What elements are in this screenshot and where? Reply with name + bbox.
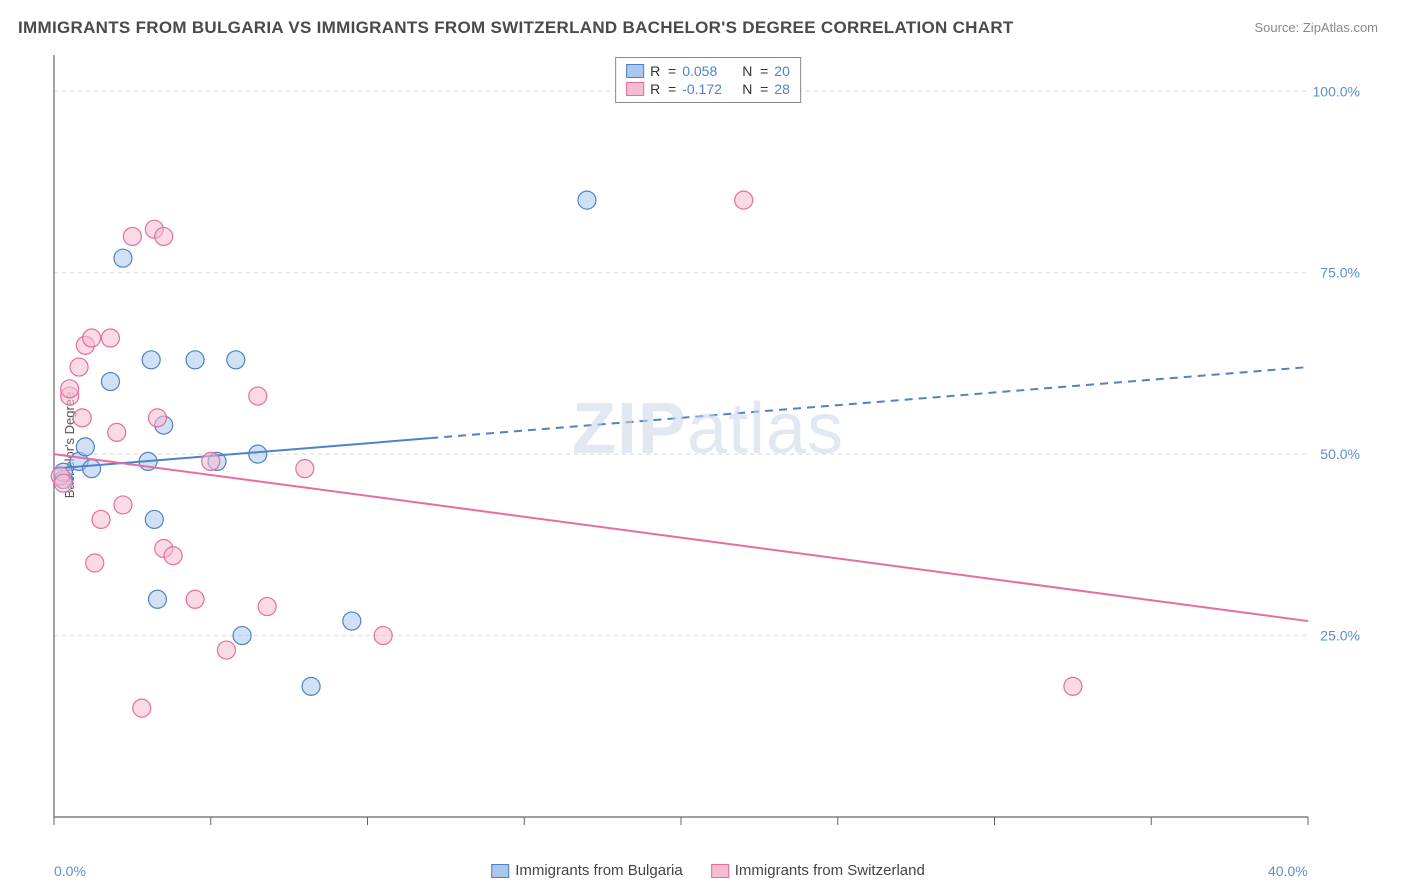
chart-title: IMMIGRANTS FROM BULGARIA VS IMMIGRANTS F…	[18, 18, 1014, 38]
svg-text:25.0%: 25.0%	[1320, 628, 1360, 644]
series-name: Immigrants from Bulgaria	[515, 862, 683, 879]
legend-correlation-box: R = 0.058 N = 20 R = -0.172 N = 28	[615, 57, 801, 103]
legend-swatch	[711, 864, 729, 878]
legend-series: Immigrants from Bulgaria Immigrants from …	[491, 862, 925, 879]
x-tick-label: 0.0%	[54, 863, 86, 879]
svg-text:50.0%: 50.0%	[1320, 446, 1360, 462]
r-value: -0.172	[682, 81, 736, 97]
legend-swatch	[626, 64, 644, 78]
series-name: Immigrants from Switzerland	[735, 862, 925, 879]
legend-series-item: Immigrants from Bulgaria	[491, 862, 683, 879]
legend-correlation-row: R = 0.058 N = 20	[626, 62, 790, 80]
legend-series-item: Immigrants from Switzerland	[711, 862, 925, 879]
r-label: R =	[650, 63, 676, 79]
n-label: N =	[742, 63, 768, 79]
n-value: 20	[774, 63, 790, 79]
r-label: R =	[650, 81, 676, 97]
n-value: 28	[774, 81, 790, 97]
scatter-plot: 25.0% 50.0% 75.0% 100.0%	[48, 55, 1368, 835]
source-label: Source: ZipAtlas.com	[1254, 20, 1378, 35]
legend-correlation-row: R = -0.172 N = 28	[626, 80, 790, 98]
legend-swatch	[491, 864, 509, 878]
n-label: N =	[742, 81, 768, 97]
legend-swatch	[626, 82, 644, 96]
svg-text:75.0%: 75.0%	[1320, 265, 1360, 281]
svg-text:100.0%: 100.0%	[1313, 83, 1360, 99]
r-value: 0.058	[682, 63, 736, 79]
chart-area: Bachelor's Degree 25.0%50.0%75.0%100.0% …	[48, 55, 1368, 835]
x-tick-label: 40.0%	[1268, 863, 1308, 879]
